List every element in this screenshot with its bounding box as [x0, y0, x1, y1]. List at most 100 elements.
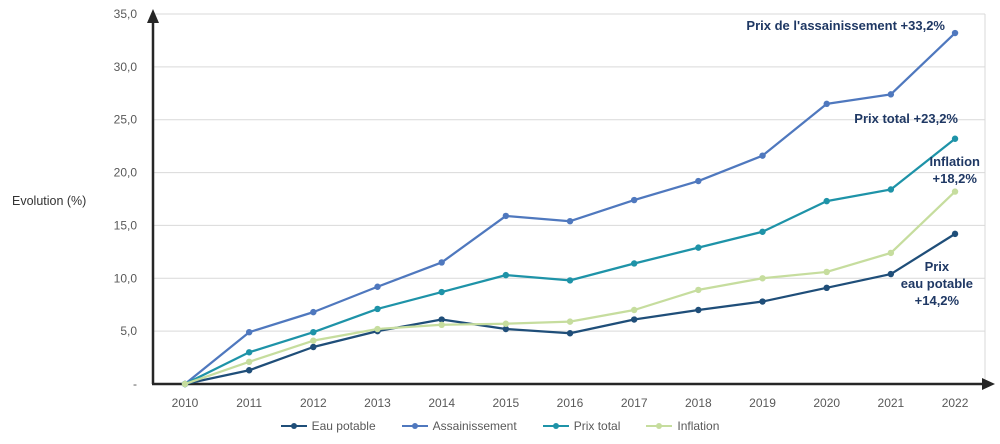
series-marker-prix-total [245, 349, 253, 356]
series-marker-prix-total [823, 197, 830, 205]
x-tick-label: 2022 [942, 396, 969, 410]
series-marker-assainissement [951, 29, 959, 37]
series-marker-prix-total [438, 288, 445, 296]
series-marker-assainissement [759, 152, 766, 159]
legend-item-assainissement: Assainissement [401, 419, 517, 433]
annotation-line: eau potable [900, 276, 973, 292]
series-marker-inflation [438, 321, 445, 328]
series-marker-prix-total [695, 244, 702, 251]
series-marker-prix-total [630, 260, 638, 267]
series-marker-eau-potable [630, 316, 638, 323]
y-tick-label: 25,0 [114, 113, 138, 127]
x-tick-label: 2017 [621, 396, 648, 410]
series-marker-assainissement [566, 218, 574, 225]
series-marker-inflation [759, 275, 766, 282]
annotation-assainissement: Prix de l'assainissement +33,2% [746, 17, 945, 34]
series-marker-eau-potable [695, 306, 702, 314]
series-marker-inflation [374, 325, 381, 333]
series-marker-inflation [245, 358, 253, 365]
legend-marker-icon [401, 423, 428, 429]
x-tick-label: 2015 [492, 396, 519, 410]
annotation-line: Prix total +23,2% [854, 111, 958, 126]
x-tick-label: 2016 [557, 396, 584, 410]
series-marker-assainissement [502, 212, 510, 220]
x-tick-label: 2018 [685, 396, 712, 410]
legend: Eau potable Assainissement Prix total Infla… [0, 419, 1000, 433]
legend-label: Eau potable [311, 419, 376, 433]
series-marker-prix-total [951, 135, 959, 142]
series-marker-eau-potable [502, 325, 510, 333]
series-marker-inflation [823, 268, 830, 276]
y-axis-title: Evolution (%) [12, 194, 87, 208]
series-marker-assainissement [245, 329, 253, 336]
series-marker-inflation [951, 188, 959, 195]
series-marker-assainissement [630, 196, 638, 204]
legend-item-eau-potable: Eau potable [280, 419, 376, 433]
y-tick-label: 30,0 [114, 60, 138, 74]
series-marker-prix-total [502, 271, 510, 279]
x-tick-label: 2012 [300, 396, 327, 410]
series-marker-eau-potable [566, 330, 574, 337]
series-marker-eau-potable [759, 298, 766, 305]
x-tick-label: 2010 [172, 396, 199, 410]
series-marker-prix-total [566, 277, 574, 284]
legend-item-inflation: Inflation [646, 419, 719, 433]
x-tick-label: 2020 [813, 396, 840, 410]
series-marker-prix-total [887, 186, 895, 193]
series-marker-assainissement [438, 259, 445, 266]
legend-label: Inflation [677, 419, 720, 433]
x-tick-label: 2013 [364, 396, 391, 410]
series-marker-prix-total [374, 305, 381, 313]
legend-label: Prix total [573, 419, 621, 433]
series-marker-inflation [887, 249, 895, 257]
annotation-eau-potable: Prix eau potable +14,2% [901, 258, 973, 309]
x-tick-label: 2011 [236, 396, 262, 410]
y-tick-label: 20,0 [114, 166, 138, 180]
x-tick-label: 2021 [878, 396, 905, 410]
series-marker-inflation [310, 337, 317, 344]
series-marker-eau-potable [438, 316, 445, 323]
series-marker-eau-potable [310, 343, 317, 351]
legend-marker-icon [542, 423, 569, 429]
series-line-prix-total [184, 137, 956, 386]
y-tick-label: 15,0 [114, 218, 138, 232]
series-marker-eau-potable [951, 230, 959, 238]
x-axis-arrow-icon [982, 378, 995, 390]
series-marker-prix-total [310, 329, 317, 336]
series-marker-inflation [502, 320, 510, 327]
series-marker-eau-potable [245, 367, 253, 374]
series-marker-inflation [630, 306, 638, 314]
series-marker-inflation [695, 286, 702, 294]
annotation-inflation: Inflation +18,2% [929, 153, 980, 187]
annotation-line: +18,2% [932, 171, 977, 187]
annotation-line: Prix [924, 259, 950, 274]
series-marker-assainissement [374, 283, 381, 290]
series-marker-eau-potable [887, 270, 895, 278]
legend-marker-icon [280, 423, 307, 429]
series-marker-inflation [181, 380, 189, 388]
series-marker-assainissement [310, 308, 317, 316]
series-marker-inflation [566, 318, 574, 325]
annotation-prix-total: Prix total +23,2% [854, 110, 958, 127]
y-tick-label: - [133, 377, 137, 391]
x-tick-label: 2019 [749, 396, 776, 410]
legend-item-prix-total: Prix total [542, 419, 621, 433]
series-line-eau-potable [184, 232, 956, 386]
annotation-line: +14,2% [914, 293, 960, 309]
series-marker-assainissement [695, 177, 702, 185]
y-tick-label: 35,0 [114, 7, 138, 21]
series-marker-prix-total [759, 228, 766, 235]
legend-marker-icon [646, 423, 673, 429]
series-marker-assainissement [887, 91, 895, 98]
y-axis-arrow-icon [147, 9, 159, 23]
annotation-line: Inflation [929, 154, 980, 169]
y-tick-label: 10,0 [114, 271, 138, 285]
y-tick-label: 5,0 [120, 324, 137, 338]
series-marker-eau-potable [823, 284, 830, 291]
x-tick-label: 2014 [428, 396, 455, 410]
annotation-line: Prix de l'assainissement +33,2% [746, 18, 945, 33]
series-marker-assainissement [823, 100, 830, 108]
legend-label: Assainissement [432, 419, 517, 433]
